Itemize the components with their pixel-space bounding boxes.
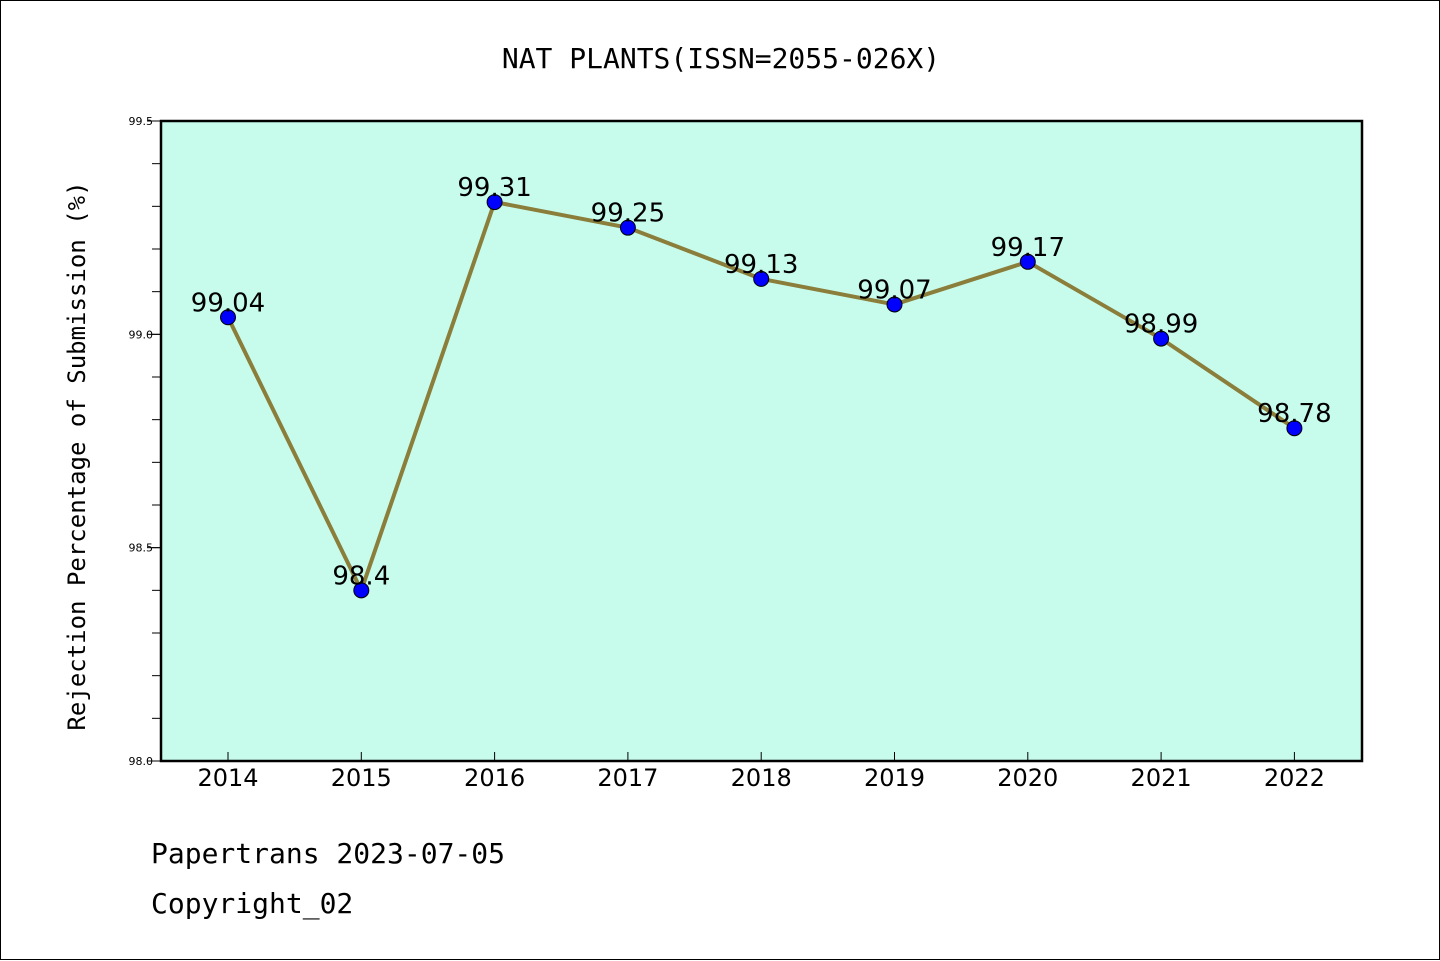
y-tick-label: 99.0 [129, 328, 154, 341]
x-tick-label: 2016 [464, 764, 525, 792]
data-label: 98.78 [1257, 399, 1331, 429]
data-point [619, 219, 636, 236]
x-tick-label: 2018 [731, 764, 792, 792]
y-axis: 98.0 98.5 99.0 99.5 [129, 115, 161, 768]
data-label: 99.13 [724, 250, 798, 280]
data-point [753, 270, 770, 287]
chart-title: NAT PLANTS(ISSN=2055-026X) [502, 42, 940, 75]
x-tick-label: 2017 [597, 764, 658, 792]
data-label: 99.17 [991, 233, 1065, 263]
data-point [1286, 420, 1303, 437]
data-point [1019, 253, 1036, 270]
y-axis-label: Rejection Percentage of Submission (%) [63, 181, 91, 730]
data-labels: 99.04 98.4 99.31 99.25 99.13 99.07 99.17 98.99 9… [191, 173, 1332, 591]
data-point [886, 296, 903, 313]
data-label: 99.25 [591, 199, 665, 229]
y-tick-label: 98.0 [129, 755, 154, 768]
plot-area [161, 121, 1362, 761]
data-point [486, 194, 503, 211]
series-markers [220, 194, 1303, 599]
y-tick-label: 99.5 [129, 115, 154, 128]
x-tick-label: 2020 [997, 764, 1058, 792]
data-label: 98.99 [1124, 310, 1198, 340]
x-tick-label: 2015 [331, 764, 392, 792]
plot-border [159, 119, 1364, 763]
data-point [353, 582, 370, 599]
footer-credit: Papertrans 2023-07-05 [151, 837, 506, 870]
x-tick-label: 2021 [1131, 764, 1192, 792]
x-tick-label: 2022 [1264, 764, 1325, 792]
data-label: 99.07 [857, 275, 931, 305]
data-point [1153, 330, 1170, 347]
y-tick-label: 98.5 [129, 542, 154, 555]
data-label: 99.31 [457, 173, 531, 203]
data-label: 98.4 [332, 561, 390, 591]
x-tick-label: 2014 [197, 764, 258, 792]
x-axis: 2014 2015 2016 2017 2018 2019 2020 2021 2022 [197, 752, 1325, 792]
x-tick-label: 2019 [864, 764, 925, 792]
data-point [220, 309, 236, 326]
footer-copyright: Copyright_02 [151, 887, 354, 920]
data-label: 99.04 [191, 288, 265, 318]
